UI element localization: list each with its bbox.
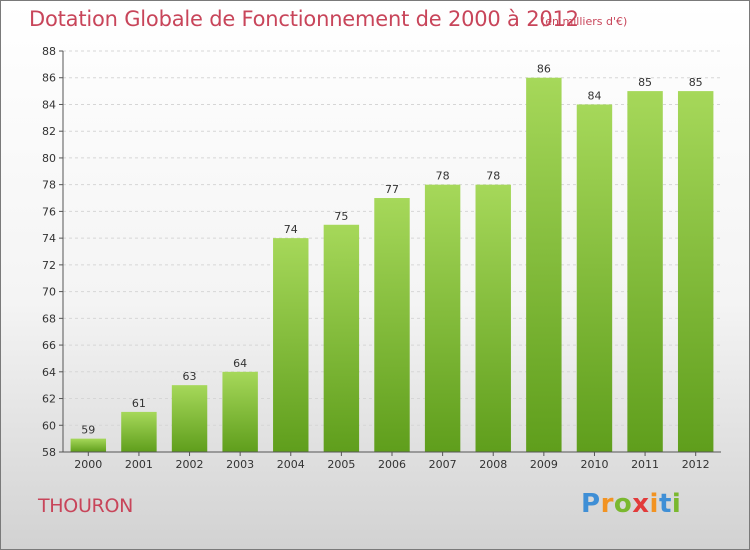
x-tick-label: 2007 xyxy=(429,458,457,471)
data-label: 84 xyxy=(587,89,601,102)
data-label: 77 xyxy=(385,183,399,196)
bar-2006 xyxy=(374,198,410,452)
y-tick-label: 74 xyxy=(42,232,56,245)
x-tick-label: 2001 xyxy=(125,458,153,471)
chart-unit: (en milliers d'€) xyxy=(541,15,628,28)
y-tick-label: 88 xyxy=(42,45,56,58)
bar-2004 xyxy=(273,238,309,452)
bar-2002 xyxy=(171,385,208,452)
y-tick-label: 60 xyxy=(42,419,56,432)
bar-2012 xyxy=(677,91,714,452)
logo-letter: i xyxy=(671,489,682,519)
commune-name: THOURON xyxy=(38,495,134,517)
data-label: 74 xyxy=(284,223,298,236)
x-tick-label: 2005 xyxy=(327,458,355,471)
x-tick-label: 2000 xyxy=(74,458,102,471)
bar-layer: 59 61 63 64 74 75 77 78 78 86 84 85 85 xyxy=(70,63,714,452)
data-label: 78 xyxy=(436,170,450,183)
proxiti-logo: Proxiti xyxy=(581,489,681,519)
logo-letter: t xyxy=(658,489,672,519)
data-label: 64 xyxy=(233,357,247,370)
data-label: 59 xyxy=(81,424,95,437)
data-label: 85 xyxy=(689,76,703,89)
bar-2005 xyxy=(323,224,360,452)
chart-title: Dotation Globale de Fonctionnement de 20… xyxy=(29,7,579,31)
x-tick-label: 2004 xyxy=(277,458,305,471)
y-tick-label: 80 xyxy=(42,152,56,165)
x-tick-label: 2006 xyxy=(378,458,406,471)
x-tick-label: 2009 xyxy=(530,458,558,471)
x-tick-label: 2010 xyxy=(580,458,608,471)
data-label: 85 xyxy=(638,76,652,89)
data-label: 63 xyxy=(183,370,197,383)
x-tick-label: 2012 xyxy=(682,458,710,471)
x-tick-label: 2002 xyxy=(176,458,204,471)
y-tick-label: 78 xyxy=(42,179,56,192)
axis-layer: 58 60 62 64 66 68 70 72 74 76 78 80 82 84 86 88 2000 2001… xyxy=(42,45,721,471)
y-tick-label: 70 xyxy=(42,286,56,299)
y-tick-label: 58 xyxy=(42,446,56,459)
x-tick-label: 2011 xyxy=(631,458,659,471)
bar-2001 xyxy=(121,411,157,452)
logo-letter: P xyxy=(581,489,601,519)
y-tick-label: 76 xyxy=(42,205,56,218)
y-tick-label: 86 xyxy=(42,72,56,85)
bar-2003 xyxy=(222,371,258,452)
bar-2007 xyxy=(424,184,461,452)
data-label: 86 xyxy=(537,63,551,76)
y-tick-label: 62 xyxy=(42,393,56,406)
bar-2000 xyxy=(70,438,107,452)
logo-letter: o xyxy=(613,489,633,519)
x-tick-label: 2008 xyxy=(479,458,507,471)
logo-letter: r xyxy=(600,489,614,519)
data-label: 61 xyxy=(132,397,146,410)
y-tick-label: 66 xyxy=(42,339,56,352)
y-tick-label: 68 xyxy=(42,312,56,325)
logo-letter: i xyxy=(649,489,659,519)
y-tick-label: 72 xyxy=(42,259,56,272)
y-tick-label: 84 xyxy=(42,98,56,111)
data-label: 75 xyxy=(334,210,348,223)
bar-2008 xyxy=(475,184,511,452)
bar-2009 xyxy=(526,77,562,452)
y-tick-label: 82 xyxy=(42,125,56,138)
data-label: 78 xyxy=(486,170,500,183)
bar-2010 xyxy=(576,104,613,452)
y-tick-label: 64 xyxy=(42,366,56,379)
logo-letter: x xyxy=(632,489,650,519)
x-tick-label: 2003 xyxy=(226,458,254,471)
bar-2011 xyxy=(627,91,663,452)
